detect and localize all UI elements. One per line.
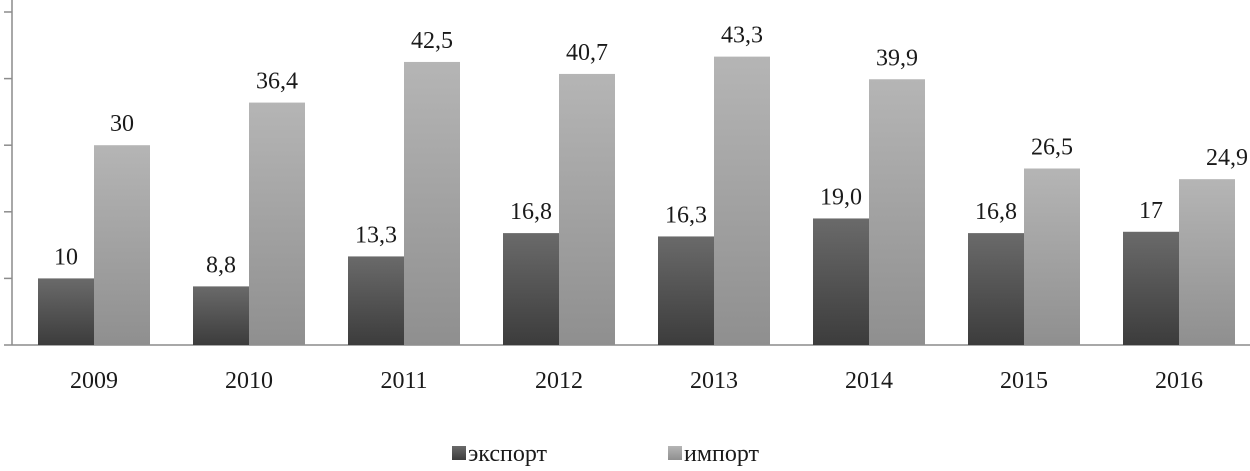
bar-import-2015: [1024, 168, 1080, 345]
bar-export-2014: [813, 218, 869, 345]
bar-import-2011: [404, 61, 460, 345]
data-label-export-2009: 10: [54, 244, 78, 270]
data-label-export-2011: 13,3: [355, 222, 397, 248]
data-label-import-2014: 39,9: [876, 45, 918, 71]
data-label-import-2010: 36,4: [256, 69, 298, 95]
legend: экспорт импорт: [452, 441, 760, 467]
legend-swatch-export: [452, 446, 466, 460]
x-tick-label-2009: 2009: [70, 368, 118, 394]
data-label-import-2013: 43,3: [721, 23, 763, 49]
bar-export-2013: [658, 236, 714, 345]
bar-import-2013: [714, 56, 770, 345]
bar-export-2011: [348, 256, 404, 345]
data-label-export-2013: 16,3: [665, 202, 707, 228]
bar-export-2009: [38, 278, 94, 345]
data-label-import-2011: 42,5: [411, 28, 453, 54]
bar-export-2012: [503, 233, 559, 345]
data-label-export-2014: 19,0: [820, 184, 862, 210]
x-tick-label-2012: 2012: [535, 368, 583, 394]
data-label-import-2015: 26,5: [1031, 135, 1073, 161]
bar-import-2014: [869, 79, 925, 346]
bar-import-2012: [559, 73, 615, 346]
bar-export-2015: [968, 233, 1024, 345]
x-tick-label-2013: 2013: [690, 368, 738, 394]
x-tick-label-2015: 2015: [1000, 368, 1048, 394]
data-label-import-2012: 40,7: [566, 40, 608, 66]
legend-item-import: импорт: [668, 441, 760, 467]
legend-label-import: импорт: [684, 441, 760, 466]
x-tick-label-2010: 2010: [225, 368, 273, 394]
legend-item-export: экспорт: [452, 441, 548, 467]
data-label-export-2015: 16,8: [975, 199, 1017, 225]
data-label-export-2016: 17: [1139, 198, 1163, 224]
x-tick-label-2016: 2016: [1155, 368, 1203, 394]
x-tick-labels: 2009 2010 2011 2012 2013 2014 2015 2016: [70, 368, 1203, 394]
x-tick-label-2011: 2011: [380, 368, 427, 394]
data-label-import-2009: 30: [110, 111, 134, 137]
bar-import-2010: [249, 102, 305, 346]
data-label-export-2010: 8,8: [206, 252, 236, 278]
bar-export-2010: [193, 286, 249, 345]
x-tick-label-2014: 2014: [845, 368, 893, 394]
data-label-export-2012: 16,8: [510, 199, 552, 225]
legend-swatch-import: [668, 446, 682, 460]
bar-export-2016: [1123, 231, 1179, 345]
data-labels: 10 30 8,8 36,4 13,3 42,5 16,8 40,7 16,3 43,3 19,0 3…: [54, 23, 1248, 279]
bars: [38, 56, 1235, 346]
data-label-import-2016: 24,9: [1206, 145, 1248, 171]
bar-import-2009: [94, 145, 150, 345]
bar-import-2016: [1179, 179, 1235, 345]
legend-label-export: экспорт: [468, 441, 548, 466]
